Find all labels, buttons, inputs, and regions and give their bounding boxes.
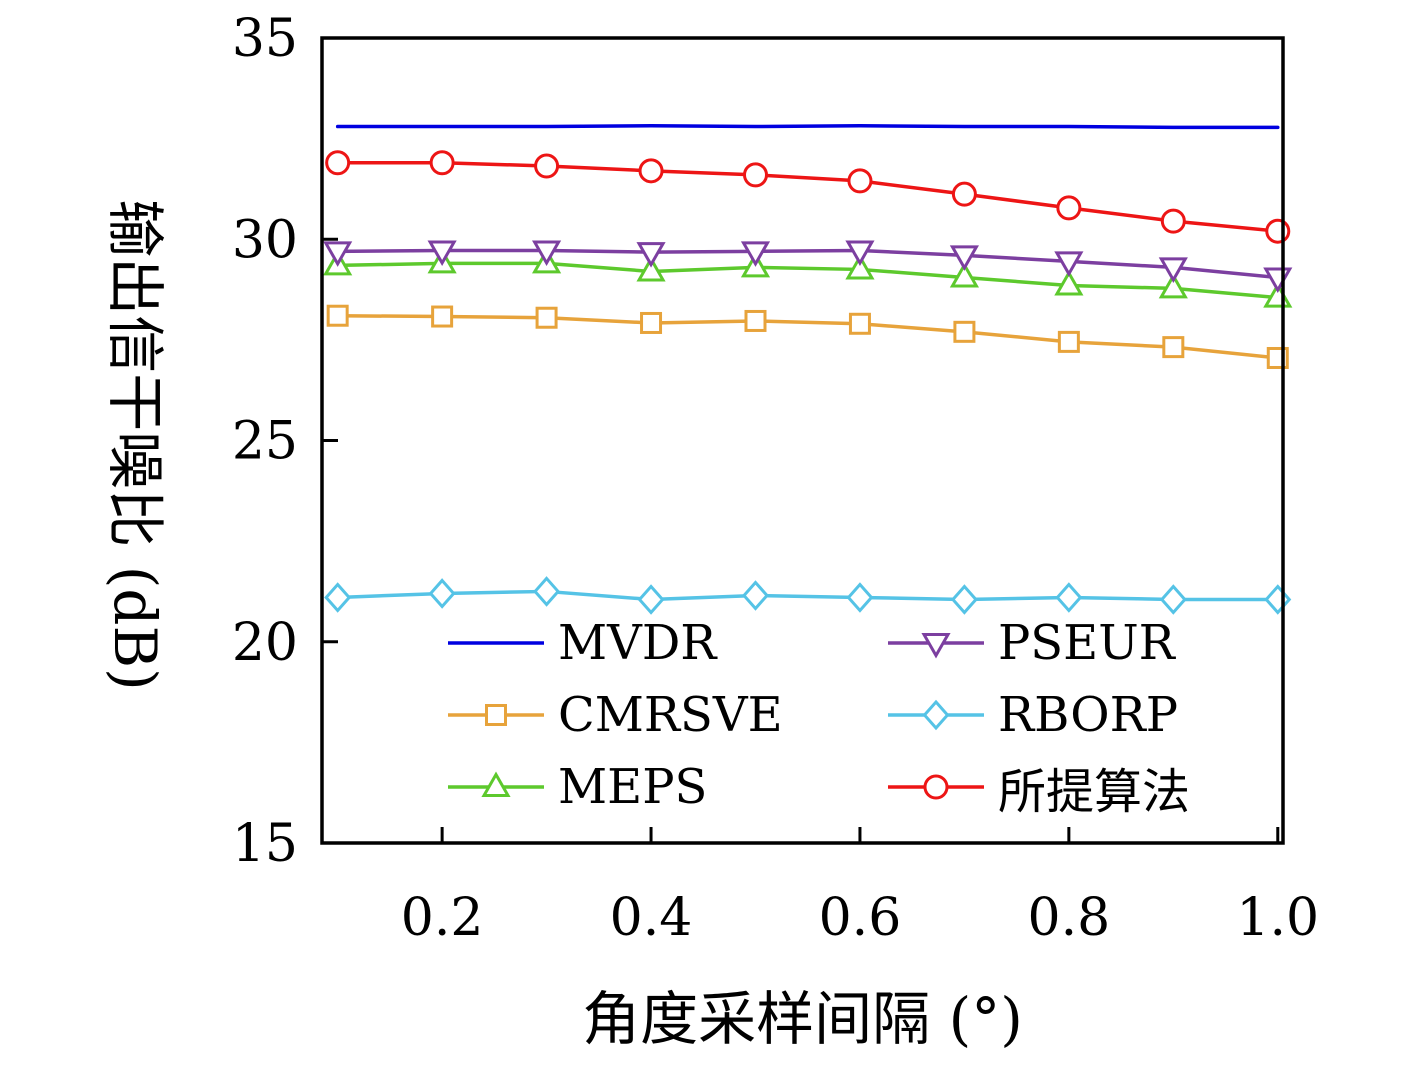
legend-label-CMRSVE: CMRSVE <box>558 687 783 743</box>
legend-item-RBORP: RBORP <box>886 686 1190 744</box>
series-PSEUR <box>323 240 1293 294</box>
legend-item-所提算法: 所提算法 <box>886 758 1190 820</box>
legend-label-RBORP: RBORP <box>998 687 1179 743</box>
x-tick-label: 0.2 <box>401 888 484 948</box>
y-tick-label: 25 <box>232 412 298 472</box>
legend-label-MVDR: MVDR <box>558 615 717 671</box>
x-tick-label: 1.0 <box>1236 888 1319 948</box>
x-tick-label: 0.4 <box>610 888 693 948</box>
legend: MVDR PSEUR CMRSVE RBORP MEPS 所提算法 <box>446 614 1190 820</box>
y-axis-label: 输出信干噪比 (dB) <box>101 199 169 691</box>
legend-item-MVDR: MVDR <box>446 614 886 672</box>
legend-item-CMRSVE: CMRSVE <box>446 686 886 744</box>
legend-label-所提算法: 所提算法 <box>998 764 1191 820</box>
legend-sample-MEPS <box>448 771 544 797</box>
series-MEPS <box>323 247 1293 308</box>
legend-label-MEPS: MEPS <box>558 759 708 815</box>
axes-frame <box>320 36 1285 845</box>
legend-sample-RBORP <box>888 699 984 731</box>
legend-item-MEPS: MEPS <box>446 758 886 816</box>
x-tick-label: 0.8 <box>1028 888 1111 948</box>
legend-sample-CMRSVE <box>448 704 544 726</box>
y-ticks: 15 20 25 30 35 <box>232 9 338 874</box>
legend-item-PSEUR: PSEUR <box>886 614 1190 672</box>
series-RBORP <box>324 576 1292 615</box>
legend-sample-所提算法 <box>888 774 984 800</box>
y-tick-label: 20 <box>232 613 298 673</box>
x-ticks: 0.2 0.4 0.6 0.8 1.0 <box>401 827 1319 948</box>
y-tick-label: 30 <box>232 210 298 270</box>
series-所提算法 <box>325 150 1291 244</box>
x-tick-label: 0.6 <box>819 888 902 948</box>
legend-sample-MVDR <box>448 641 544 645</box>
series-CMRSVE <box>326 304 1289 369</box>
series-MVDR <box>335 123 1280 130</box>
y-tick-label: 35 <box>232 9 298 69</box>
legend-sample-PSEUR <box>888 633 984 659</box>
x-axis-label: 角度采样间隔 (°) <box>582 985 1023 1053</box>
y-tick-label: 15 <box>232 814 298 874</box>
legend-label-PSEUR: PSEUR <box>998 615 1175 671</box>
